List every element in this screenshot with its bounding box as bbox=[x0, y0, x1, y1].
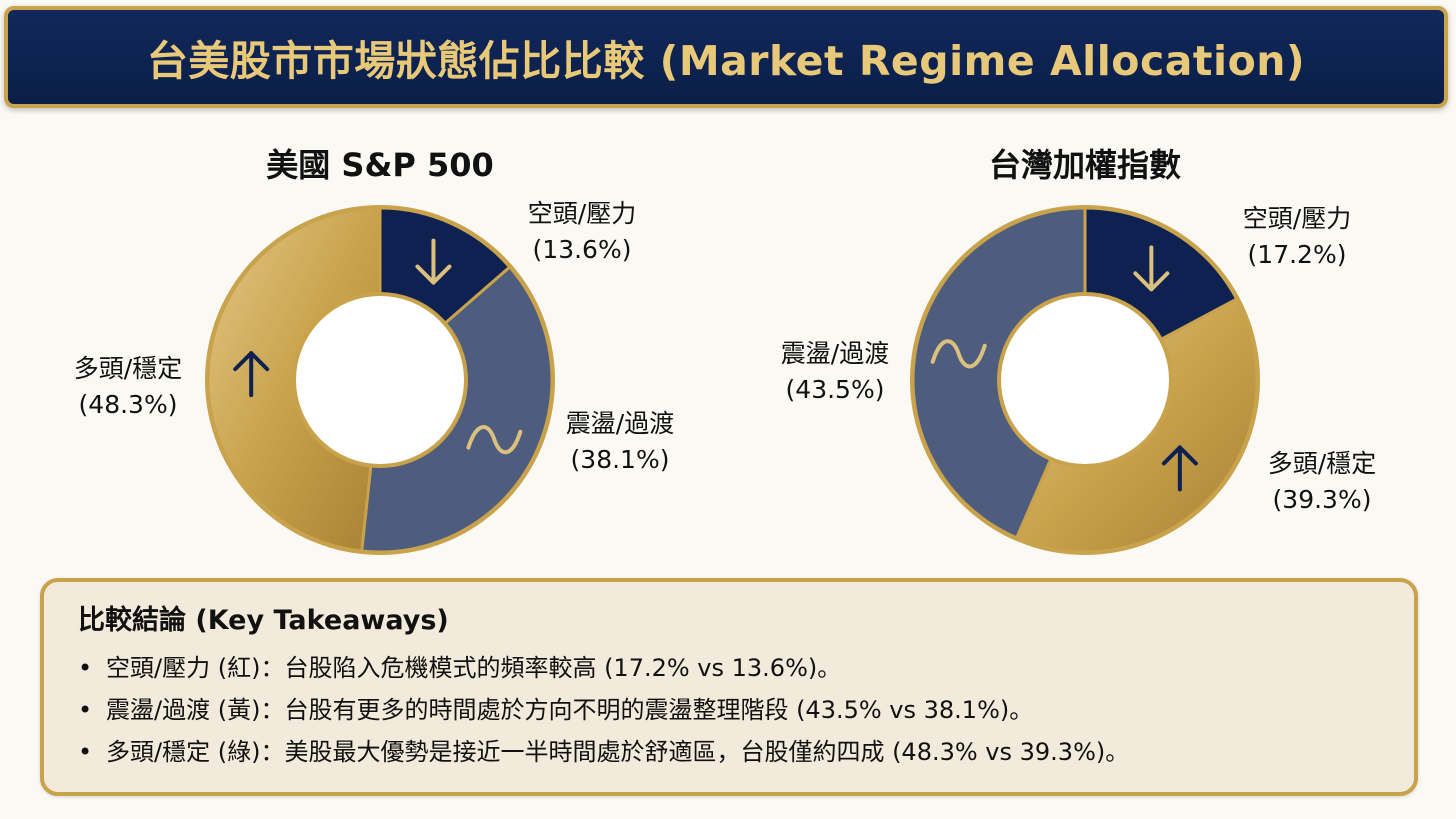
takeaways-list: • 空頭/壓力 (紅)：台股陷入危機模式的頻率較高 (17.2% vs 13.6%… bbox=[78, 647, 1380, 773]
takeaway-text: 空頭/壓力 (紅)：台股陷入危機模式的頻率較高 (17.2% vs 13.6%)… bbox=[106, 654, 842, 682]
bullet-icon: • bbox=[78, 696, 93, 724]
slice-value-label: (17.2%) bbox=[1248, 240, 1347, 269]
takeaway-item: • 空頭/壓力 (紅)：台股陷入危機模式的頻率較高 (17.2% vs 13.6%… bbox=[78, 647, 1380, 689]
sp500-donut-chart: 美國 S&P 500 空頭/壓力 (13.6%) 震盪/過渡 (38.1%) 多頭/穩定 (… bbox=[74, 146, 674, 555]
up-arrow-icon bbox=[1161, 445, 1198, 492]
slice-value-label: (39.3%) bbox=[1273, 485, 1372, 514]
bullet-icon: • bbox=[78, 738, 93, 766]
donut-charts: 美國 S&P 500 空頭/壓力 (13.6%) 震盪/過渡 (38.1%) 多頭/穩定 (… bbox=[74, 146, 1376, 555]
slice-value-label: (48.3%) bbox=[79, 390, 178, 419]
takeaway-text: 多頭/穩定 (綠)：美股最大優勢是接近一半時間處於舒適區，台股僅約四成 (48.… bbox=[106, 738, 1130, 766]
down-arrow-icon bbox=[415, 238, 452, 285]
takeaways-heading: 比較結論 (Key Takeaways) bbox=[78, 605, 449, 636]
slice-label: 空頭/壓力 bbox=[528, 199, 636, 228]
down-arrow-icon bbox=[1133, 245, 1170, 292]
title-banner: 台美股市市場狀態佔比比較 (Market Regime Allocation) bbox=[4, 6, 1448, 108]
chart-title: 台灣加權指數 bbox=[989, 146, 1181, 184]
slice-label: 震盪/過渡 bbox=[781, 339, 889, 368]
slice-label: 空頭/壓力 bbox=[1243, 204, 1351, 233]
slice-label: 多頭/穩定 bbox=[1268, 449, 1376, 478]
slice-label: 多頭/穩定 bbox=[74, 354, 182, 383]
takeaway-text: 震盪/過渡 (黃)：台股有更多的時間處於方向不明的震盪整理階段 (43.5% v… bbox=[106, 696, 1034, 724]
slice-value-label: (13.6%) bbox=[533, 235, 632, 264]
up-arrow-icon bbox=[233, 351, 270, 398]
chart-title: 美國 S&P 500 bbox=[266, 146, 494, 184]
takeaways-panel: 比較結論 (Key Takeaways) • 空頭/壓力 (紅)：台股陷入危機模式… bbox=[40, 578, 1418, 796]
bullet-icon: • bbox=[78, 654, 93, 682]
slice-value-label: (38.1%) bbox=[571, 445, 670, 474]
wave-icon bbox=[930, 339, 987, 369]
slice-label: 震盪/過渡 bbox=[566, 409, 674, 438]
takeaway-item: • 多頭/穩定 (綠)：美股最大優勢是接近一半時間處於舒適區，台股僅約四成 (48… bbox=[78, 731, 1380, 773]
takeaway-item: • 震盪/過渡 (黃)：台股有更多的時間處於方向不明的震盪整理階段 (43.5% … bbox=[78, 689, 1380, 731]
wave-icon bbox=[466, 425, 523, 455]
donut-hole bbox=[997, 292, 1173, 468]
page-title: 台美股市市場狀態佔比比較 (Market Regime Allocation) bbox=[146, 37, 1306, 85]
donut-hole bbox=[292, 292, 468, 468]
slice-value-label: (43.5%) bbox=[786, 375, 885, 404]
